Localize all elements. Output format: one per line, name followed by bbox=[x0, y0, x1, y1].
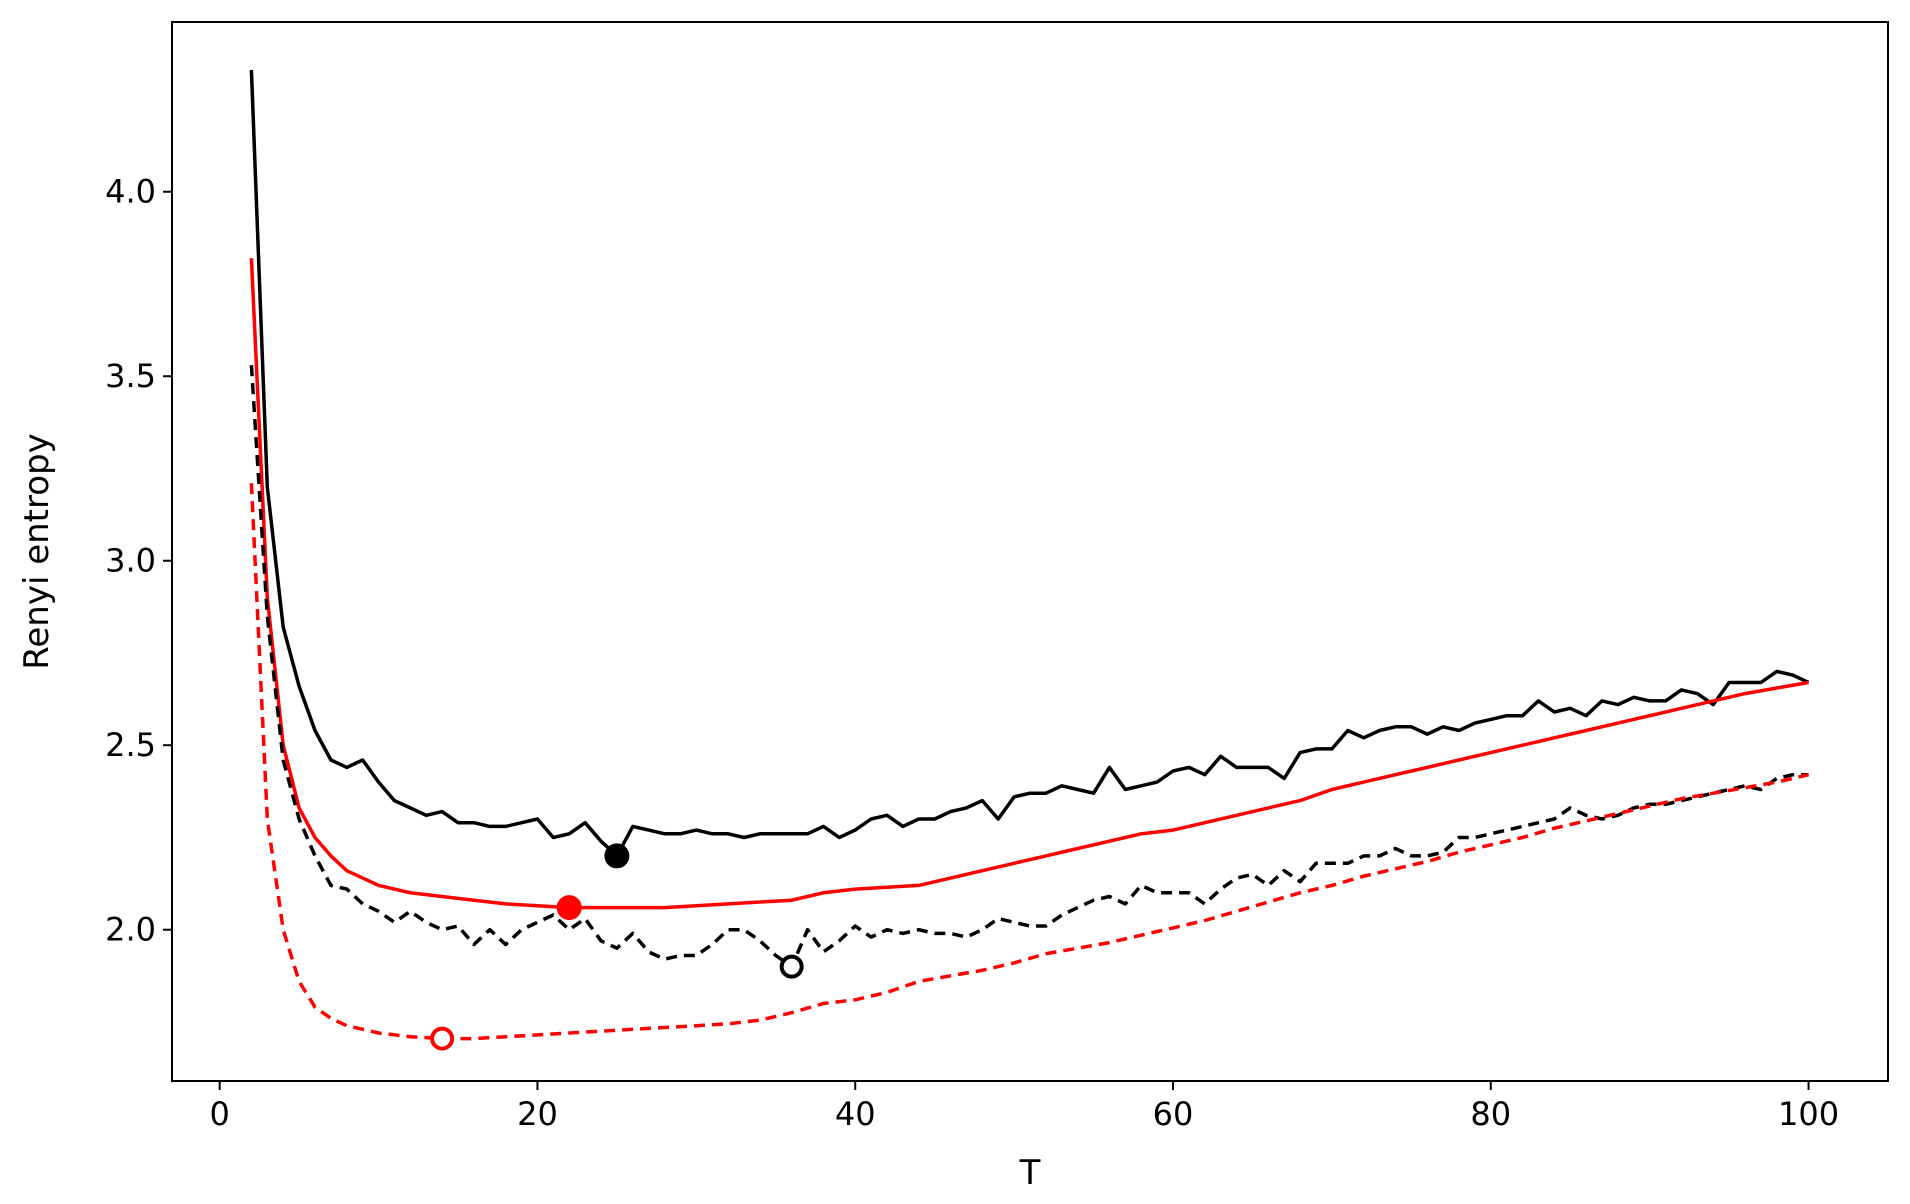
series-line-4 bbox=[249, 483, 1809, 1041]
x-tick-label-2: 40 bbox=[835, 1095, 876, 1133]
x-tick-label-4: 80 bbox=[1470, 1095, 1511, 1133]
series-line-3 bbox=[249, 365, 1809, 969]
series-line-1 bbox=[249, 69, 1810, 858]
series-line-2 bbox=[249, 258, 1809, 910]
x-tick-label-3: 60 bbox=[1153, 1095, 1194, 1133]
y-tick-label-1: 2.5 bbox=[105, 726, 156, 764]
y-tick-label-3: 3.5 bbox=[105, 357, 156, 395]
y-tick-label-4: 4.0 bbox=[105, 173, 156, 211]
x-tick-label-5: 100 bbox=[1778, 1095, 1839, 1133]
x-tick-label-1: 20 bbox=[517, 1095, 558, 1133]
y-tick-label-2: 3.0 bbox=[105, 542, 156, 580]
x-axis-label: T bbox=[1019, 1153, 1041, 1193]
y-tick-label-0: 2.0 bbox=[105, 911, 156, 949]
minimum-marker-3 bbox=[779, 954, 804, 979]
marker-layer bbox=[430, 843, 804, 1051]
minimum-marker-4 bbox=[430, 1026, 455, 1051]
minimum-marker-2 bbox=[556, 895, 582, 921]
x-axis: 0 20 40 60 80 100 bbox=[209, 1081, 1839, 1133]
plot-frame bbox=[171, 21, 1889, 1082]
y-axis: 2.0 2.5 3.0 3.5 4.0 bbox=[105, 173, 172, 949]
series-layer bbox=[249, 69, 1810, 1041]
minimum-marker-1 bbox=[604, 843, 630, 869]
y-axis-label: Renyi entropy bbox=[17, 433, 57, 669]
x-tick-label-0: 0 bbox=[209, 1095, 229, 1133]
